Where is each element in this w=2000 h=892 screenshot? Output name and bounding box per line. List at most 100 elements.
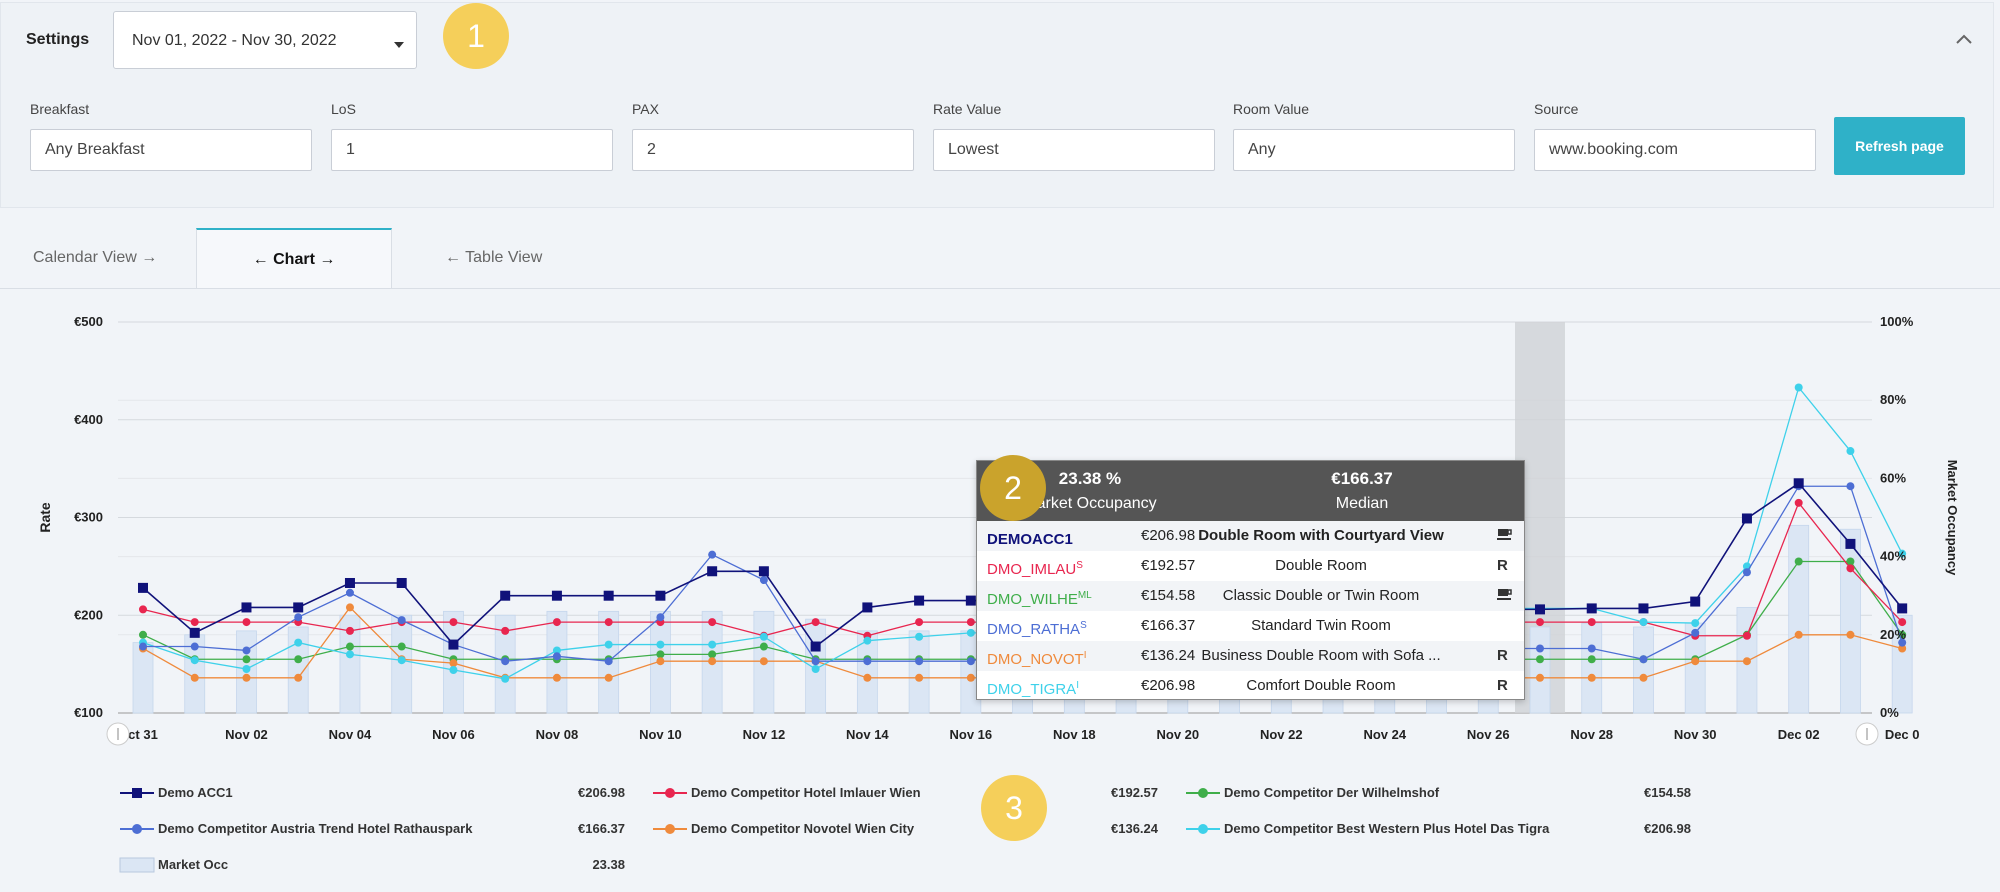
data-point (242, 655, 251, 664)
data-point (1846, 564, 1855, 573)
tab-table-view[interactable]: ← Table View (445, 228, 585, 288)
tooltip-room-type: Standard Twin Room (1251, 617, 1391, 634)
legend-item[interactable]: Market Occ 23.38 (118, 855, 625, 875)
data-point (1741, 513, 1752, 524)
legend-item[interactable]: Demo Competitor Best Western Plus Hotel … (1184, 819, 1691, 839)
y2-tick-label: 100% (1880, 314, 1914, 329)
circle-marker-icon (1186, 788, 1220, 798)
source-label: Source (1534, 101, 1579, 117)
legend-item[interactable]: Demo Competitor Novotel Wien City €136.24 (651, 819, 1158, 839)
arrow-left-icon: ← (252, 251, 269, 268)
breakfast-field[interactable]: Any Breakfast (30, 129, 312, 171)
view-tabs: Calendar View → ← Chart → ← Table View (0, 228, 2000, 289)
data-point (966, 628, 975, 637)
legend-item[interactable]: Demo ACC1 €206.98 (118, 783, 625, 803)
tooltip-hotel-code: DMO_TIGRAI (987, 671, 1079, 705)
data-point (138, 582, 148, 593)
tooltip-hotel-code-text: DMO_NOVOT (987, 651, 1084, 668)
tooltip-hotel-code: DMO_WILHEML (987, 581, 1092, 615)
los-field[interactable]: 1 (331, 129, 613, 171)
data-point (1898, 618, 1907, 627)
data-point (811, 618, 820, 627)
data-point (604, 618, 613, 627)
data-point (759, 576, 768, 585)
arrow-left-icon: ← (445, 249, 461, 266)
caret-down-icon (394, 42, 404, 48)
data-point (241, 602, 252, 613)
chevron-up-icon[interactable] (1956, 31, 1972, 47)
data-point (1639, 618, 1648, 627)
tooltip-room-type: Double Room with Courtyard View (1198, 527, 1444, 544)
data-point (345, 603, 354, 612)
refresh-page-button[interactable]: Refresh page (1834, 117, 1965, 175)
data-point (915, 673, 924, 682)
tooltip-hotel-code-sup: I (1083, 650, 1087, 661)
data-point (190, 642, 199, 651)
legend-name: Demo Competitor Der Wilhelmshof (1224, 785, 1440, 800)
tooltip-price: €206.98 (1141, 677, 1196, 694)
data-point (293, 602, 304, 613)
data-point (449, 618, 458, 627)
data-point (501, 674, 510, 683)
data-point (1794, 383, 1803, 392)
data-point (397, 656, 406, 665)
tooltip-median: €166.37 Median (1252, 469, 1472, 513)
data-point (190, 656, 199, 665)
x-tick-label: Nov 16 (950, 727, 993, 742)
tooltip-room-type: Comfort Double Room (1246, 677, 1396, 694)
data-point (345, 642, 354, 651)
data-point (811, 665, 820, 674)
data-point (1690, 596, 1701, 607)
breakfast-icon (1497, 521, 1513, 551)
rate-value-field[interactable]: Lowest (933, 129, 1215, 171)
source-field[interactable]: www.booking.com (1534, 129, 1816, 171)
x-tick-label: Nov 12 (743, 727, 786, 742)
market-occ-bar (339, 614, 361, 714)
tab-chart[interactable]: ← Chart → (196, 228, 392, 288)
data-point (1794, 630, 1803, 639)
tab-calendar-view-label: Calendar View (33, 249, 137, 266)
data-point (656, 613, 665, 622)
y-tick-label: €100 (74, 705, 103, 720)
x-tick-label: Nov 20 (1156, 727, 1199, 742)
tooltip-price: €192.57 (1141, 557, 1196, 574)
x-tick-label: ct 31 (128, 727, 158, 742)
data-point (759, 657, 768, 666)
legend-item[interactable]: Demo Competitor Der Wilhelmshof €154.58 (1184, 783, 1691, 803)
tooltip-occupancy-label: Market Occupancy (1023, 495, 1157, 512)
legend-name: Market Occ (158, 857, 229, 872)
refundable-icon: R (1497, 557, 1508, 574)
tab-calendar-view[interactable]: Calendar View → (33, 228, 193, 288)
market-occ-bar (1529, 626, 1551, 714)
data-point (656, 657, 665, 666)
data-point (1586, 603, 1597, 614)
y2-tick-label: 20% (1880, 627, 1906, 642)
room-value-field[interactable]: Any (1233, 129, 1515, 171)
market-occ-bar (1891, 614, 1913, 714)
data-point (1587, 673, 1596, 682)
legend-item[interactable]: Demo Competitor Hotel Imlauer Wien €192.5… (651, 783, 1158, 803)
los-label: LoS (331, 101, 356, 117)
y2-axis-title: Market Occupancy (1945, 460, 1960, 576)
data-point (966, 673, 975, 682)
data-point (915, 657, 924, 666)
data-point (189, 627, 200, 638)
data-point (603, 590, 614, 601)
market-occ-bar (1581, 622, 1603, 714)
data-point (707, 566, 718, 577)
data-point (242, 665, 251, 674)
circle-marker-icon (653, 788, 687, 798)
tooltip-row: DMO_NOVOTI €136.24 Business Double Room wi… (977, 641, 1524, 671)
legend-item[interactable]: Demo Competitor Austria Trend Hotel Rath… (118, 819, 625, 839)
y2-tick-label: 60% (1880, 470, 1906, 485)
data-point (294, 655, 303, 664)
date-range-select[interactable]: Nov 01, 2022 - Nov 30, 2022 (113, 11, 417, 69)
data-point (915, 632, 924, 641)
data-point (1846, 557, 1855, 566)
data-point (811, 657, 820, 666)
market-occ-legend-icon (119, 857, 155, 873)
legend-value: €166.37 (578, 821, 625, 836)
step-badge-1: 1 (443, 3, 509, 69)
y-tick-label: €400 (74, 412, 103, 427)
pax-field[interactable]: 2 (632, 129, 914, 171)
